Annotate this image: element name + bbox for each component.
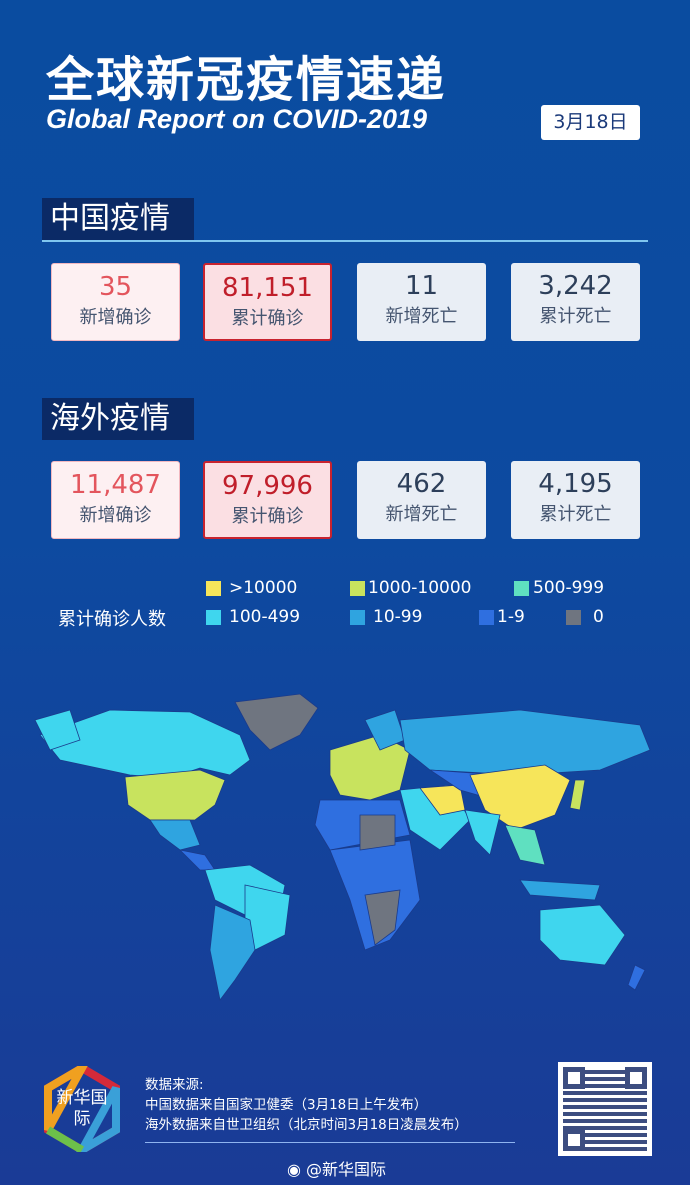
source-title: 数据来源: (145, 1077, 204, 1093)
value: 81,151 (222, 273, 313, 303)
label: 累计死亡 (539, 504, 612, 525)
source-china: 中国数据来自国家卫健委（3月18日上午发布） (145, 1097, 428, 1113)
value: 11,487 (70, 470, 161, 500)
new-zealand (627, 964, 646, 991)
legend-item: 10-99 (350, 607, 422, 627)
weibo-handle[interactable]: ◉ @新华国际 (287, 1156, 386, 1180)
qr-code-icon (563, 1067, 647, 1151)
qr-code (558, 1062, 652, 1156)
label: 新增死亡 (385, 504, 458, 525)
label: 累计死亡 (539, 306, 612, 327)
label: 新增确诊 (79, 307, 152, 328)
legend-item: 0 (566, 607, 604, 627)
overseas-total-confirmed-card: 97,996 累计确诊 (203, 461, 332, 539)
south-america-south (209, 904, 256, 1001)
usa (124, 769, 226, 821)
legend-label: >10000 (229, 578, 298, 598)
legend-item: 1000-10000 (350, 578, 471, 598)
southeast-asia (504, 824, 546, 866)
value: 462 (396, 469, 447, 499)
australia (539, 904, 626, 966)
china-new-confirmed-card: 35 新增确诊 (51, 263, 180, 341)
china-section-title: 中国疫情 (42, 198, 194, 240)
sahel (359, 814, 396, 851)
overseas-total-deaths-card: 4,195 累计死亡 (511, 461, 640, 539)
indonesia (519, 879, 601, 901)
china-new-deaths-card: 11 新增死亡 (357, 263, 486, 341)
india (464, 809, 501, 856)
alaska (34, 709, 81, 751)
legend-label: 1-9 (497, 607, 525, 627)
legend-item: >10000 (206, 578, 297, 598)
overseas-new-deaths-card: 462 新增死亡 (357, 461, 486, 539)
africa-south (364, 889, 401, 946)
swatch (206, 580, 221, 596)
mexico (149, 819, 201, 851)
china-total-deaths-card: 3,242 累计死亡 (511, 263, 640, 341)
legend-label: 0 (593, 607, 604, 627)
page-title: 全球新冠疫情速递 (46, 52, 447, 108)
legend-title: 累计确诊人数 (58, 609, 166, 630)
legend-item: 1-9 (479, 607, 525, 627)
overseas-section-title: 海外疫情 (42, 398, 194, 440)
logo-text: 新华国际 (56, 1088, 108, 1129)
label: 累计确诊 (231, 308, 304, 329)
legend-label: 10-99 (373, 607, 423, 627)
divider (42, 240, 648, 242)
china-total-confirmed-card: 81,151 累计确诊 (203, 263, 332, 341)
value: 3,242 (538, 271, 613, 301)
china (469, 764, 571, 831)
value: 11 (404, 271, 439, 301)
page-subtitle: Global Report on COVID-2019 (46, 104, 428, 134)
canada (39, 709, 251, 779)
world-map (34, 693, 651, 1001)
label: 新增确诊 (79, 505, 152, 526)
legend-item: 500-999 (514, 578, 604, 598)
europe (329, 734, 411, 801)
label: 新增死亡 (385, 306, 458, 327)
swatch (566, 609, 581, 625)
value: 35 (98, 272, 133, 302)
legend-label: 100-499 (229, 607, 301, 627)
date-badge: 3月18日 (541, 105, 640, 140)
value: 97,996 (222, 471, 313, 501)
label: 累计确诊 (231, 506, 304, 527)
central-america (178, 849, 216, 871)
weibo-text: @新华国际 (306, 1160, 387, 1179)
brazil (244, 884, 291, 951)
legend-label: 1000-10000 (368, 578, 472, 598)
legend-item: 100-499 (206, 607, 300, 627)
swatch (514, 580, 529, 596)
overseas-new-confirmed-card: 11,487 新增确诊 (51, 461, 180, 539)
xinhua-logo-icon (44, 1057, 120, 1161)
greenland (234, 693, 319, 751)
swatch (479, 609, 494, 625)
value: 4,195 (538, 469, 613, 499)
data-source: 数据来源: 中国数据来自国家卫健委（3月18日上午发布） 海外数据来自世卫组织（… (145, 1075, 468, 1135)
xinhua-logo: 新华国际 (42, 1057, 122, 1161)
legend-label: 500-999 (533, 578, 605, 598)
japan (569, 779, 586, 811)
swatch (206, 609, 221, 625)
swatch (350, 609, 365, 625)
source-world: 海外数据来自世卫组织（北京时间3月18日凌晨发布） (145, 1117, 468, 1133)
weibo-icon: ◉ (287, 1160, 307, 1179)
russia (399, 709, 651, 776)
swatch (350, 580, 365, 596)
divider (145, 1142, 515, 1143)
